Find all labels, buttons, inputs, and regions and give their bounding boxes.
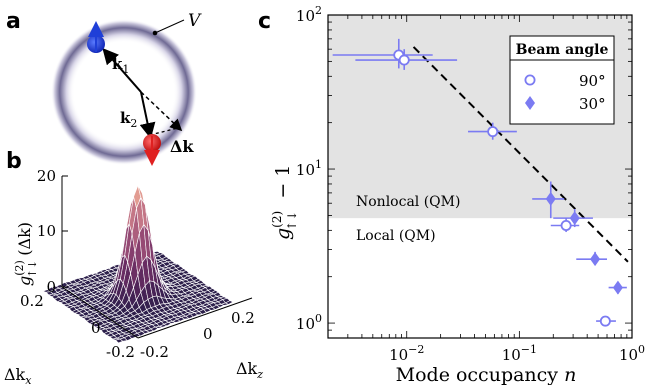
b-ytick-1: 0 <box>203 325 213 343</box>
series-0-point-1 <box>355 49 458 70</box>
series-0-point-2 <box>468 122 517 140</box>
b-zlabel: g(2)↑↓(Δk) <box>13 222 39 286</box>
plot-area <box>332 38 629 327</box>
panel-a: a V k1 k2 Δk <box>6 9 202 166</box>
surface-cell <box>224 300 234 305</box>
b-ylabel: Δkz <box>236 359 263 381</box>
scattering-halo <box>51 19 197 165</box>
local-label: Local (QM) <box>356 228 436 244</box>
y-tick-label-2: 102 <box>296 4 322 25</box>
b-xlabel: Δkx <box>4 365 32 385</box>
series-1-point-0 <box>532 181 565 219</box>
x-tick-label-2: 100 <box>619 343 645 364</box>
open-circle-marker <box>560 219 572 231</box>
occupancy-chart: Nonlocal (QM) Local (QM) 10−2 10−1 100 100 101… <box>270 4 645 385</box>
b-xtick-1: 0 <box>91 319 101 337</box>
b-ytick-0: -0.2 <box>140 343 169 361</box>
legend-title: Beam angle <box>516 42 609 58</box>
legend-label-30: 30° <box>579 95 606 113</box>
open-circle-marker <box>599 315 611 327</box>
legend-circle-marker <box>524 74 536 86</box>
series-1-point-1 <box>553 209 593 228</box>
dk-dashed-arrow <box>140 91 183 132</box>
x-axis-label: Mode occupancy n <box>396 364 577 385</box>
correlation-surface <box>42 184 234 344</box>
plot-frame <box>327 14 633 339</box>
diamond-marker <box>590 252 601 267</box>
legend-diamond-marker <box>525 96 535 110</box>
k1-label: k1 <box>112 55 129 76</box>
halo-pointer-line <box>154 19 185 34</box>
panel-b-letter: b <box>6 149 22 174</box>
fit-line <box>412 46 629 263</box>
b-ztick-0: 0 <box>46 278 56 296</box>
dk-connector <box>149 127 179 136</box>
diamond-marker <box>612 280 623 295</box>
halo-label-V: V <box>188 11 202 31</box>
b-x-axis <box>61 286 139 339</box>
k2-arrow <box>139 91 156 139</box>
b-xtick-0: 0.2 <box>20 292 44 310</box>
b-y-axis <box>137 297 253 339</box>
b-ztick-10: 10 <box>37 222 56 240</box>
series-1-point-2 <box>576 251 608 267</box>
nonlocal-label: Nonlocal (QM) <box>356 194 460 210</box>
panel-c-letter: c <box>258 9 271 34</box>
open-circle-marker <box>487 126 499 138</box>
dk-label: Δk <box>170 137 194 156</box>
panel-c: c Nonlocal (QM) Local (QM) 10−2 10−1 100 100 1… <box>258 4 645 385</box>
diamond-marker <box>545 191 556 206</box>
panel-b: b 0 10 20 g(2)↑↓(Δk) 0.2 0 -0.2 -0.2 0 0… <box>4 149 263 385</box>
legend-label-90: 90° <box>579 72 606 90</box>
panel-a-letter: a <box>6 9 21 34</box>
b-xtick-2: -0.2 <box>106 343 135 361</box>
series-0-point-4 <box>596 315 616 327</box>
k1-arrow <box>102 47 142 93</box>
k2-label: k2 <box>120 109 137 130</box>
y-axis-label: g(2)↑↓ − 1 <box>270 165 299 240</box>
b-ztick-20: 20 <box>37 167 56 185</box>
series-1-point-3 <box>608 280 627 295</box>
b-ytick-2: 0.2 <box>231 309 255 327</box>
y-tick-label-1: 101 <box>296 158 322 179</box>
x-tick-label-0: 10−2 <box>389 343 424 364</box>
legend: Beam angle 90° 30° <box>509 35 615 125</box>
diamond-marker <box>569 211 580 226</box>
open-circle-marker <box>398 54 410 66</box>
y-tick-label-0: 100 <box>296 312 322 333</box>
x-tick-label-1: 10−1 <box>502 343 537 364</box>
